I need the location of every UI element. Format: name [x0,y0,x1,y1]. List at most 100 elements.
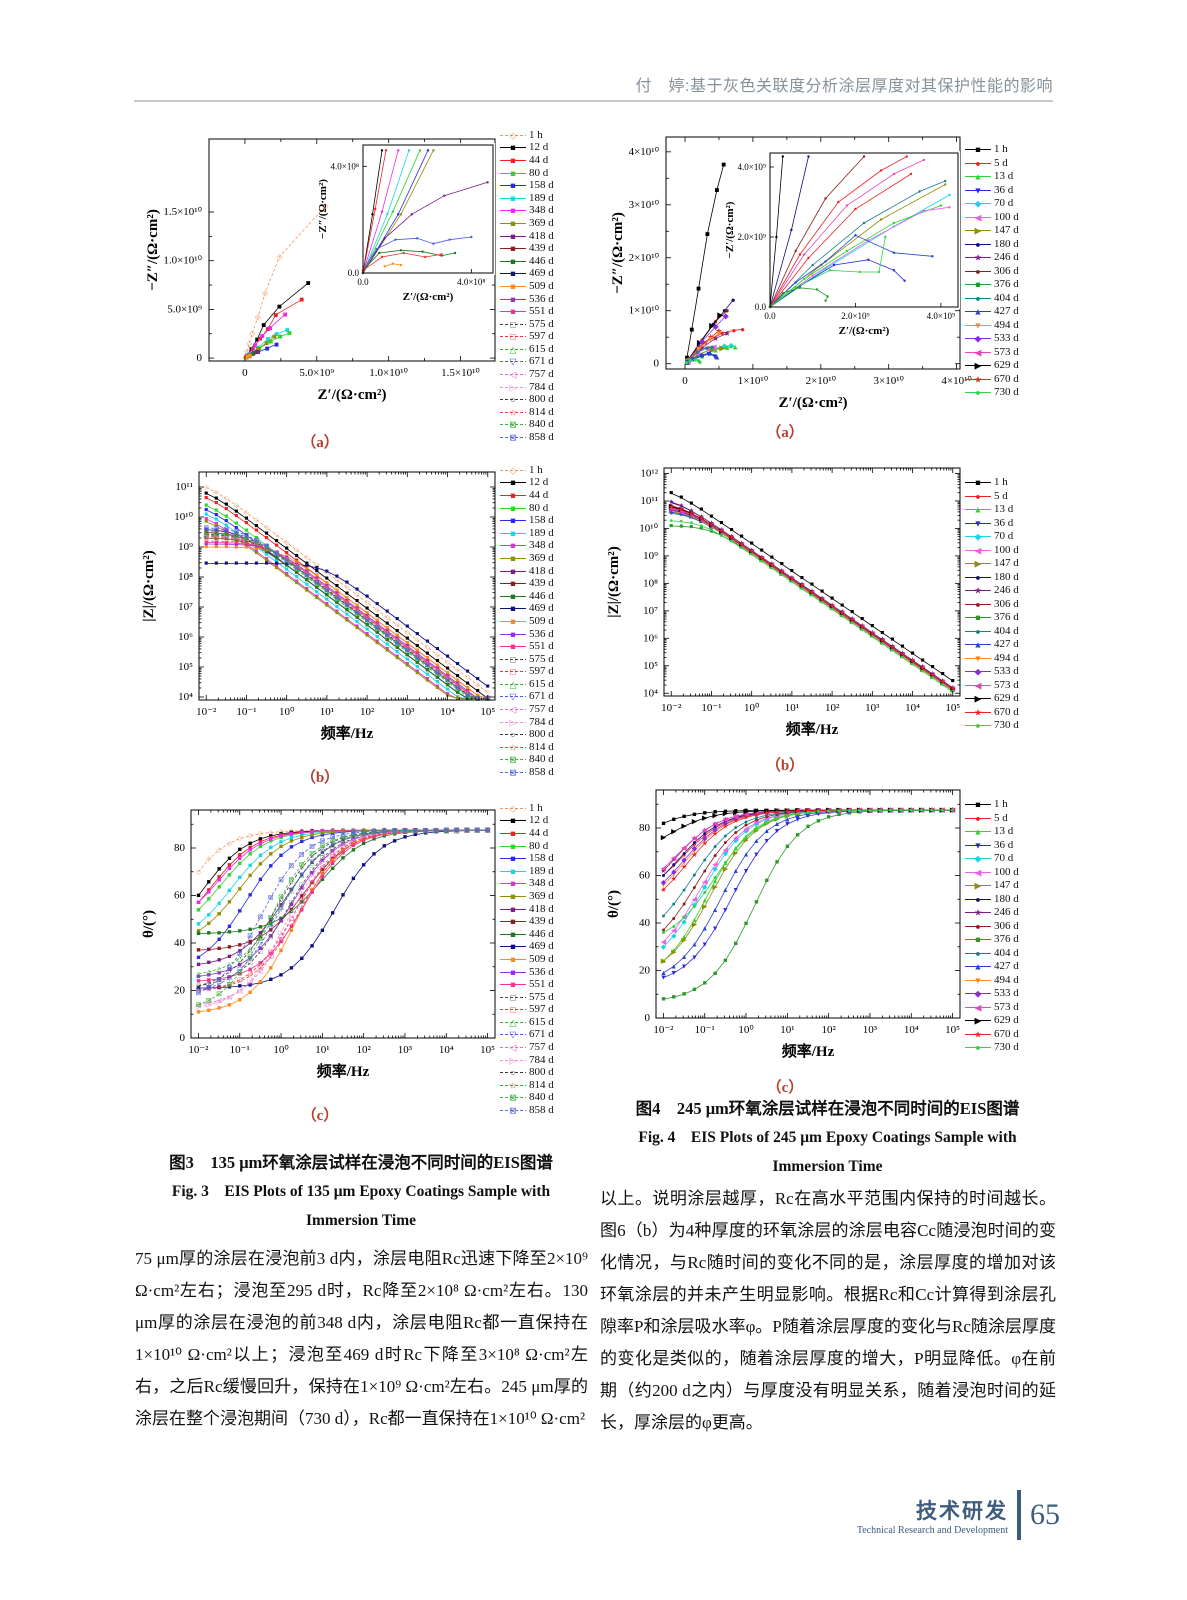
fig4c-legend: ■ 1 h ● 5 d ▲ 13 d ▼ 36 d ◆ 70 d ◀ 100 d ▶ 147 d ● 180 … [964,798,1019,1055]
svg-text:■: ■ [335,587,339,594]
svg-text:▼: ▼ [701,836,708,844]
svg-text:■: ■ [405,652,409,659]
svg-text:■: ■ [425,658,429,665]
legend-item: ■ 12 d [499,142,554,155]
svg-text:●: ● [713,843,717,851]
svg-text:■: ■ [285,572,289,579]
legend-marker-■: ■ [500,155,526,165]
svg-text:●: ● [725,306,730,315]
svg-text:■: ■ [436,658,440,665]
svg-text:■: ■ [295,561,299,568]
svg-text:■: ■ [269,926,273,934]
svg-text:▼: ▼ [691,953,698,961]
svg-text:■: ■ [351,846,355,854]
svg-text:☆: ☆ [414,651,420,659]
svg-text:◆: ◆ [975,854,982,864]
svg-text:−Z″/(Ω·cm²): −Z″/(Ω·cm²) [145,209,161,291]
svg-text:⊠: ⊠ [340,831,346,839]
legend-label: 5 d [994,156,1008,169]
svg-text:☆: ☆ [374,621,380,629]
svg-text:□: □ [285,556,289,563]
svg-text:◆: ◆ [661,879,667,887]
legend-marker-■: ■ [500,256,526,266]
svg-text:☆: ☆ [412,827,418,835]
svg-text:▼: ▼ [809,591,815,598]
svg-text:▲: ▲ [805,810,812,818]
svg-text:☆: ☆ [340,847,346,855]
svg-text:■: ■ [510,503,515,513]
legend-label: 70 d [994,852,1014,865]
svg-text:■: ■ [395,655,399,662]
svg-text:■: ■ [224,544,228,551]
svg-text:■: ■ [335,610,339,617]
svg-text:●: ● [860,627,864,634]
svg-text:★: ★ [950,685,956,693]
legend-marker-▶: ▶ [965,881,991,891]
svg-text:■: ■ [510,193,515,203]
legend-label: 404 d [994,291,1019,304]
svg-text:☆: ☆ [206,985,212,993]
svg-text:20: 20 [174,985,186,997]
legend-marker-■: ■ [500,168,526,178]
legend-marker-□: □ [500,1005,526,1015]
svg-text:▷: ▷ [234,535,240,542]
svg-text:▶: ▶ [719,343,726,352]
svg-text:▼: ▼ [879,639,885,646]
svg-text:▼: ▼ [681,963,688,971]
svg-text:θ/(°): θ/(°) [141,910,157,938]
legend-marker-■: ■ [500,891,526,901]
svg-text:■: ■ [335,583,339,590]
legend-item: ■ 12 d [499,477,554,490]
svg-text:■: ■ [382,826,386,834]
svg-text:0: 0 [682,375,688,387]
svg-text:■: ■ [196,977,200,985]
svg-text:■: ■ [931,664,935,671]
svg-text:▲: ▲ [763,827,770,835]
svg-text:○: ○ [351,831,355,839]
svg-text:■: ■ [258,843,262,851]
fig3b-svg: ◇◇◇◇◇◇◇◇◇◇◇◇◇◇◇◇◇◇◇◇◇◇◇◇◇◇◇◇◇■■■■■■■■■■■… [141,471,496,742]
svg-text:■: ■ [375,620,379,627]
svg-text:□: □ [415,653,419,660]
svg-text:●: ● [740,325,745,334]
svg-text:★: ★ [779,568,785,576]
svg-text:▷: ▷ [204,534,210,541]
legend-marker-◀: ◀ [965,545,991,555]
svg-text:■: ■ [258,876,262,884]
legend-item: ▶ 147 d [964,224,1019,238]
svg-text:●: ● [931,675,935,682]
svg-text:0: 0 [180,1032,186,1044]
svg-text:◆: ◆ [743,827,749,835]
legend-marker-●: ● [965,293,991,303]
svg-text:■: ■ [510,954,515,964]
svg-text:●: ● [760,558,764,565]
svg-text:●: ● [899,806,903,814]
svg-text:☆: ☆ [319,870,325,878]
legend-item: ◀ 573 d [964,1001,1019,1015]
svg-text:■: ■ [425,659,429,666]
svg-text:▽: ▽ [216,980,222,988]
svg-text:■: ■ [207,976,211,984]
svg-text:■: ■ [395,644,399,651]
svg-text:■: ■ [403,833,407,841]
svg-text:⊠: ⊠ [288,861,294,869]
svg-text:⊠: ⊠ [257,913,263,921]
svg-text:⊠: ⊠ [405,647,411,654]
svg-text:2×10¹⁰: 2×10¹⁰ [629,252,660,264]
svg-text:◀: ◀ [975,347,982,357]
legend-item: ▼ 36 d [964,839,1019,853]
legend-item: □ 575 d [499,653,554,666]
svg-text:▼: ▼ [974,653,983,663]
svg-text:◇: ◇ [284,539,290,546]
svg-text:■: ■ [238,885,242,893]
svg-text:★: ★ [671,856,677,864]
svg-text:●: ● [785,809,789,817]
svg-text:■: ■ [476,688,480,695]
svg-text:■: ■ [283,310,288,319]
svg-text:■: ■ [258,838,262,846]
svg-text:★: ★ [749,546,755,554]
svg-text:■: ■ [315,572,319,579]
legend-marker-■: ■ [500,904,526,914]
svg-text:□: □ [375,623,379,630]
svg-text:▷: ▷ [284,555,290,562]
